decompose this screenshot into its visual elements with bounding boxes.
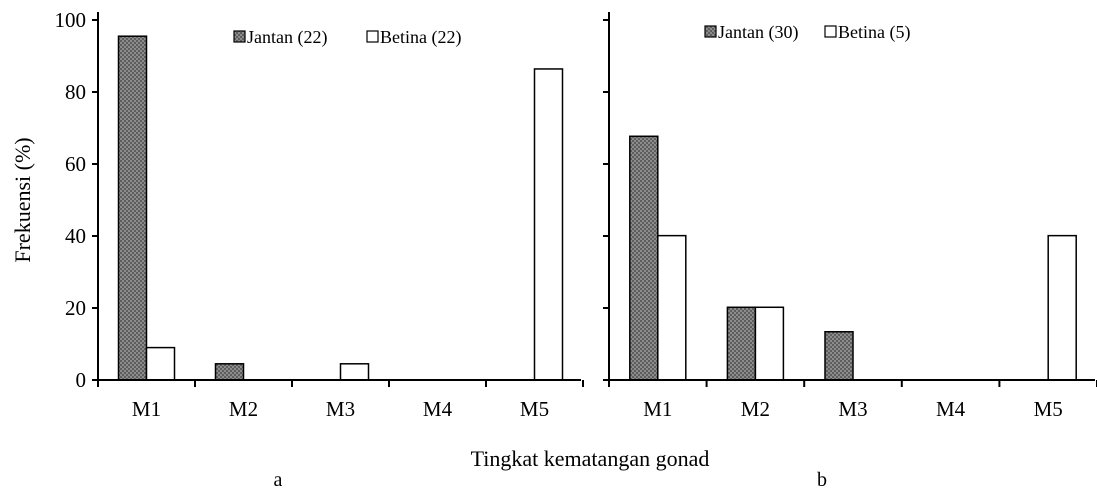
x-tick-label: M3 (838, 397, 867, 421)
x-tick-label: M2 (229, 397, 258, 421)
bar-a-series2-M3 (339, 363, 370, 381)
bar-b-series1-M2 (726, 306, 757, 381)
legend-swatch (704, 25, 717, 38)
y-tick-label: 20 (65, 296, 86, 320)
bar-b-series2-M1 (657, 234, 687, 381)
legend-swatch (233, 30, 246, 43)
bar-a-series1-M2 (214, 363, 245, 381)
x-tick-label: M3 (326, 397, 355, 421)
y-tick-label: 0 (76, 368, 87, 392)
x-tick-label: M5 (520, 397, 549, 421)
legend-label: Betina (22) (380, 27, 461, 48)
legend-label: Jantan (22) (247, 27, 327, 48)
y-tick-label: 40 (65, 224, 86, 248)
bar-b-series2-M5 (1047, 234, 1077, 381)
bar-a-series1-M1 (117, 35, 148, 381)
panel-label: b (817, 469, 827, 491)
y-axis-label: Frekuensi (%) (10, 137, 35, 262)
legend-label: Betina (5) (838, 22, 910, 43)
y-tick-label: 60 (65, 152, 86, 176)
chart-panel-a: 0 20 40 60 80 100 M1 M2 M3 M4 M5 Jantan (22) Betina … (55, 8, 584, 491)
x-tick-label: M4 (936, 397, 966, 421)
legend-swatch (824, 25, 837, 38)
bar-b-series1-M1 (629, 135, 659, 381)
chart-panel-b: M1 M2 M3 M4 M5 Jantan (30) Betina (5) b (603, 12, 1097, 491)
x-tick-label: M1 (643, 397, 672, 421)
x-tick-label: M4 (423, 397, 453, 421)
legend-label: Jantan (30) (718, 22, 798, 43)
x-tick-label: M2 (741, 397, 770, 421)
bar-b-series2-M2 (754, 306, 785, 381)
bar-b-series1-M3 (824, 331, 854, 381)
bar-a-series2-M1 (145, 346, 176, 381)
legend-swatch (366, 30, 379, 43)
panel-label: a (274, 469, 283, 491)
x-tick-label: M1 (132, 397, 161, 421)
chart-panels: 0 20 40 60 80 100 M1 M2 M3 M4 M5 Jantan (22) Betina … (55, 8, 1097, 491)
x-tick-label: M5 (1034, 397, 1063, 421)
y-tick-label: 80 (65, 80, 86, 104)
y-tick-label: 100 (55, 8, 87, 32)
bar-a-series2-M5 (533, 68, 564, 381)
x-axis-label: Tingkat kematangan gonad (471, 446, 710, 471)
